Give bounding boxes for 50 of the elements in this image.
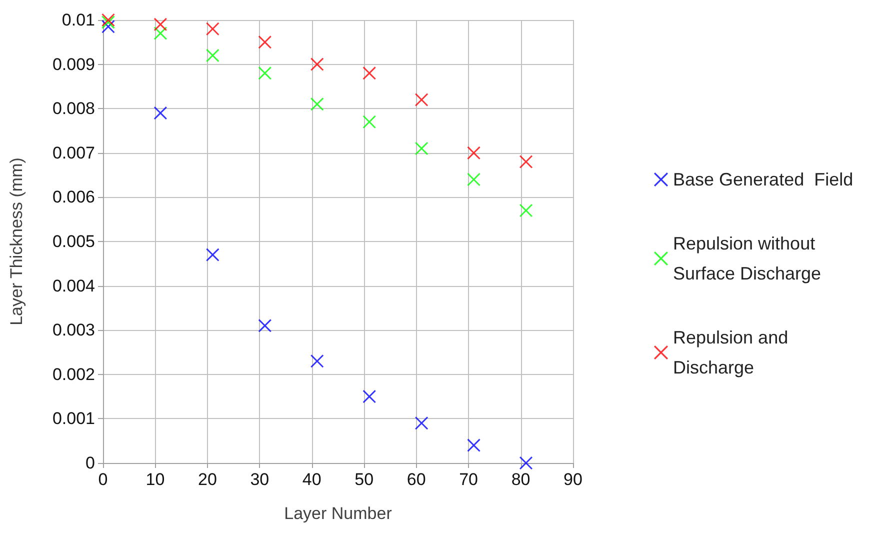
y-tick-label: 0.003 xyxy=(52,320,95,340)
point xyxy=(154,106,167,120)
x-tick-label: 70 xyxy=(459,470,478,489)
y-tick-label: 0.009 xyxy=(52,54,95,74)
point xyxy=(310,58,324,71)
point xyxy=(362,115,376,128)
x-tick-label: 0 xyxy=(98,470,108,489)
point xyxy=(520,456,532,470)
y-tick-label: 0.004 xyxy=(52,276,95,296)
point xyxy=(258,66,272,80)
point xyxy=(310,98,324,111)
point xyxy=(154,18,167,31)
point xyxy=(258,319,272,332)
point xyxy=(467,146,480,160)
point xyxy=(310,354,324,368)
y-tick-label: 0.001 xyxy=(52,409,95,428)
point xyxy=(520,204,532,217)
x-tick-label: 40 xyxy=(302,470,322,489)
point xyxy=(258,36,272,49)
point xyxy=(520,155,532,168)
point xyxy=(362,390,376,404)
x-tick-label: 50 xyxy=(354,470,374,489)
x-tick-label: 30 xyxy=(250,470,270,489)
point xyxy=(102,14,115,26)
point xyxy=(415,93,428,106)
point xyxy=(467,438,480,452)
y-tick-label: 0.005 xyxy=(52,232,95,251)
y-tick-label: 0.002 xyxy=(52,364,95,384)
point xyxy=(206,248,220,262)
legend-label: Repulsion without Surface Discharge xyxy=(673,234,822,284)
x-axis-title: Layer Number xyxy=(284,504,392,523)
point xyxy=(415,416,428,430)
x-tick-label: 20 xyxy=(198,470,217,489)
point xyxy=(206,48,220,62)
y-tick-label: 0.007 xyxy=(52,143,95,162)
y-axis-title: Layer Thickness (mm) xyxy=(7,158,26,326)
legend-label: Repulsion and Discharge xyxy=(673,328,794,378)
point xyxy=(415,142,428,155)
x-tick-label: 90 xyxy=(564,470,582,489)
point xyxy=(467,172,480,186)
y-tick-label: 0.01 xyxy=(62,10,95,30)
y-tick-label: 0.006 xyxy=(52,188,95,207)
point xyxy=(362,66,376,80)
point xyxy=(206,22,220,36)
x-tick-label: 80 xyxy=(511,470,530,489)
x-tick-label: 60 xyxy=(406,470,426,489)
x-tick-label: 10 xyxy=(146,470,165,489)
legend-label: Base Generated Field xyxy=(673,170,854,190)
y-tick-label: 0 xyxy=(86,454,95,472)
y-tick-label: 0.008 xyxy=(52,99,95,118)
